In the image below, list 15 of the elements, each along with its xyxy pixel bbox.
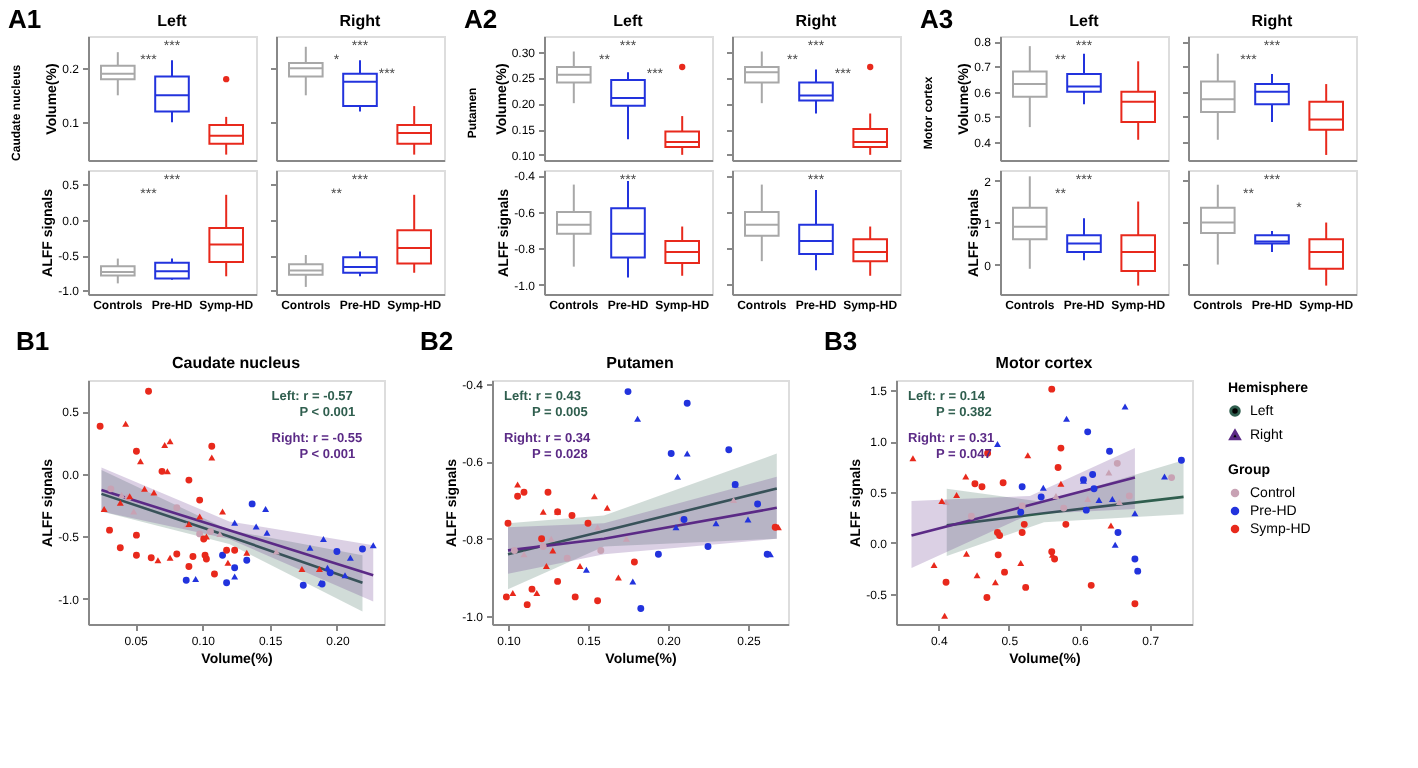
chart-title: Left — [157, 12, 188, 30]
text: A1 — [8, 4, 42, 34]
chart-title: Putamen — [606, 354, 674, 372]
text: B3 — [824, 326, 858, 356]
chart-title: Right — [795, 12, 838, 30]
text: B1 — [16, 326, 50, 356]
chart-title: Caudate nucleus — [171, 354, 302, 372]
chart-title: Left — [613, 12, 644, 30]
chart-title: Motor cortex — [995, 354, 1094, 372]
chart-title: Right — [339, 12, 382, 30]
chart-title: Right — [1251, 12, 1294, 30]
chart-title: Left — [1069, 12, 1100, 30]
text: A3 — [920, 4, 954, 34]
text: B2 — [420, 326, 454, 356]
text: A2 — [464, 4, 498, 34]
